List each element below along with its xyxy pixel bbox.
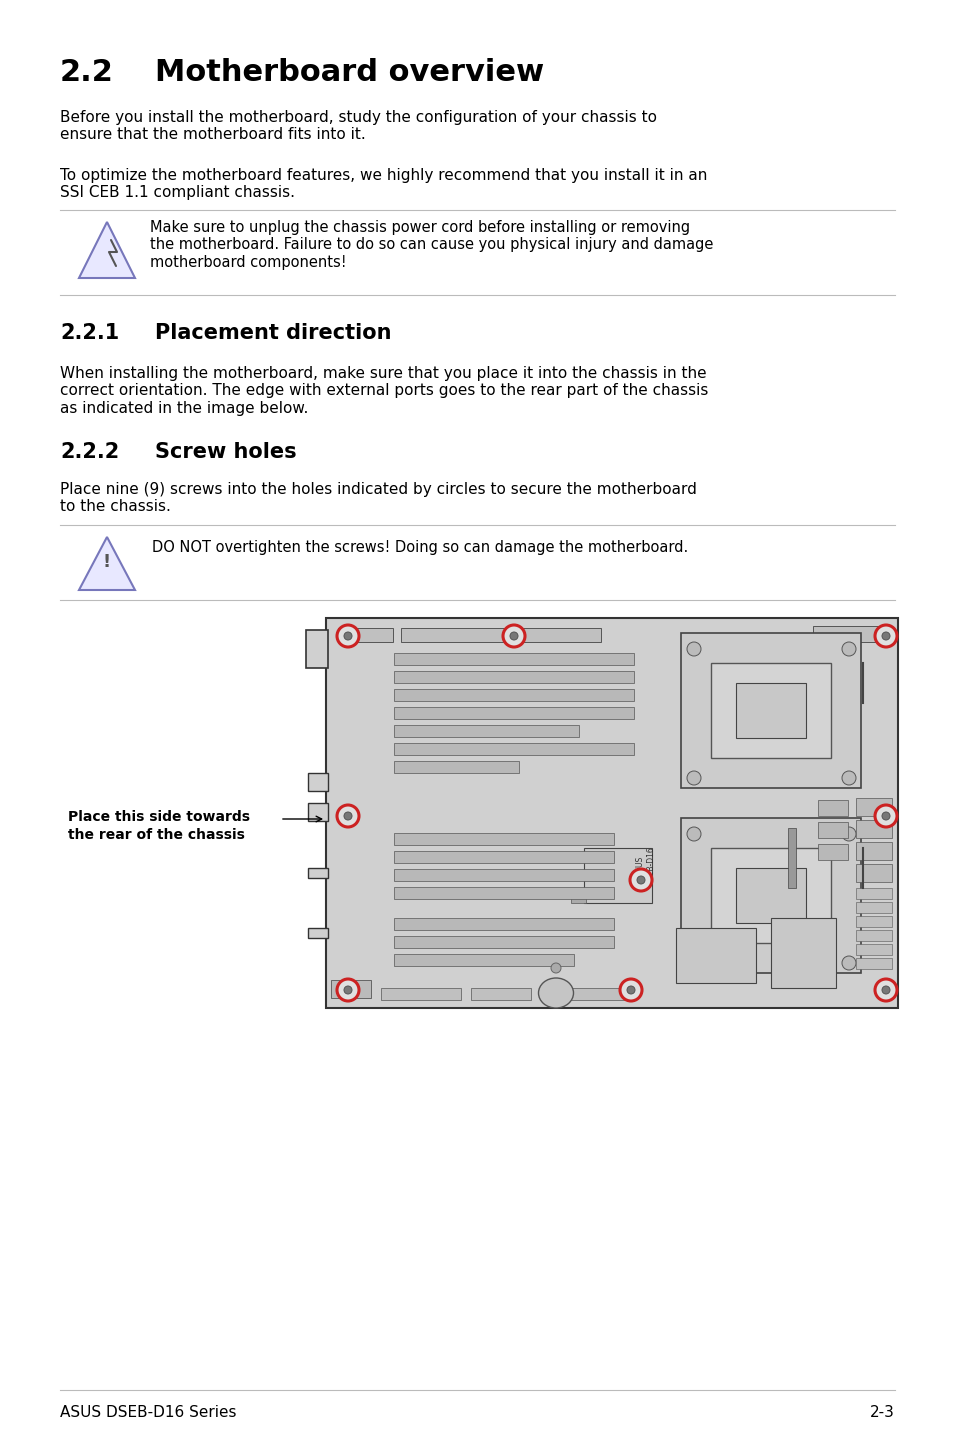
Bar <box>812 626 887 641</box>
Bar <box>337 628 393 641</box>
Circle shape <box>882 986 889 994</box>
Bar <box>855 943 891 955</box>
Bar <box>855 864 891 881</box>
Text: Place nine (9) screws into the holes indicated by circles to secure the motherbo: Place nine (9) screws into the holes ind… <box>60 482 696 515</box>
Bar <box>394 851 614 863</box>
Bar <box>817 823 847 838</box>
Bar <box>676 928 755 984</box>
Text: ASUS
DSEB-D16: ASUS DSEB-D16 <box>636 847 655 886</box>
Circle shape <box>551 963 560 974</box>
Text: Make sure to unplug the chassis power cord before installing or removing
the mot: Make sure to unplug the chassis power co… <box>150 220 713 270</box>
Circle shape <box>344 812 352 820</box>
Text: Screw holes: Screw holes <box>154 441 296 462</box>
Circle shape <box>882 812 889 820</box>
Bar <box>471 988 531 999</box>
Bar <box>308 774 328 791</box>
Circle shape <box>686 956 700 971</box>
Circle shape <box>502 626 524 647</box>
Circle shape <box>336 626 358 647</box>
Circle shape <box>874 979 896 1001</box>
Text: !: ! <box>103 554 111 571</box>
Bar <box>394 936 614 948</box>
Bar <box>394 707 634 719</box>
Bar <box>394 653 634 664</box>
Bar <box>394 689 634 700</box>
Circle shape <box>510 631 517 640</box>
Circle shape <box>344 631 352 640</box>
Text: 2.2: 2.2 <box>60 58 113 88</box>
Circle shape <box>637 876 644 884</box>
Circle shape <box>841 641 855 656</box>
Bar <box>855 916 891 928</box>
Circle shape <box>344 986 352 994</box>
Bar <box>326 618 897 1008</box>
Bar <box>400 628 600 641</box>
Bar <box>787 828 795 889</box>
Circle shape <box>686 827 700 841</box>
Bar <box>855 930 891 940</box>
Text: 2.2.2: 2.2.2 <box>60 441 119 462</box>
Bar <box>540 988 630 999</box>
Bar <box>855 958 891 969</box>
Bar <box>855 902 891 913</box>
Text: When installing the motherboard, make sure that you place it into the chassis in: When installing the motherboard, make su… <box>60 367 708 416</box>
Bar <box>855 820 891 838</box>
Bar <box>308 869 328 879</box>
Bar <box>735 683 805 738</box>
Bar <box>817 844 847 860</box>
Circle shape <box>629 869 651 892</box>
Bar <box>308 928 328 938</box>
Circle shape <box>882 631 889 640</box>
Polygon shape <box>79 221 135 278</box>
Bar <box>394 833 614 846</box>
Circle shape <box>874 805 896 827</box>
Bar <box>855 798 891 815</box>
Bar <box>380 988 460 999</box>
Bar <box>680 633 861 788</box>
Circle shape <box>686 641 700 656</box>
Circle shape <box>686 771 700 785</box>
Text: Before you install the motherboard, study the configuration of your chassis to
e: Before you install the motherboard, stud… <box>60 109 657 142</box>
Text: DO NOT overtighten the screws! Doing so can damage the motherboard.: DO NOT overtighten the screws! Doing so … <box>152 541 687 555</box>
Bar <box>680 818 861 974</box>
Bar <box>394 869 614 881</box>
Text: Place this side towards: Place this side towards <box>68 810 250 824</box>
Bar <box>571 893 585 903</box>
Bar <box>308 802 328 821</box>
Text: Placement direction: Placement direction <box>154 324 391 344</box>
Bar <box>394 743 634 755</box>
Text: 2.2.1: 2.2.1 <box>60 324 119 344</box>
Ellipse shape <box>537 978 573 1008</box>
Text: the rear of the chassis: the rear of the chassis <box>68 828 245 843</box>
Bar <box>306 630 328 669</box>
Bar <box>710 663 830 758</box>
Text: Motherboard overview: Motherboard overview <box>154 58 543 88</box>
Bar <box>583 848 651 903</box>
Circle shape <box>619 979 641 1001</box>
Bar <box>394 887 614 899</box>
Bar <box>394 672 634 683</box>
Bar <box>394 917 614 930</box>
Text: 2-3: 2-3 <box>869 1405 894 1419</box>
Bar <box>710 848 830 943</box>
Circle shape <box>841 771 855 785</box>
Bar <box>817 800 847 815</box>
Bar <box>394 761 518 774</box>
Bar <box>735 869 805 923</box>
Bar <box>394 953 574 966</box>
Bar <box>855 889 891 899</box>
Circle shape <box>841 956 855 971</box>
Circle shape <box>626 986 635 994</box>
Circle shape <box>336 805 358 827</box>
Bar <box>394 725 578 738</box>
Bar <box>770 917 835 988</box>
Circle shape <box>841 827 855 841</box>
Text: To optimize the motherboard features, we highly recommend that you install it in: To optimize the motherboard features, we… <box>60 168 706 200</box>
Circle shape <box>874 626 896 647</box>
Text: ASUS DSEB-D16 Series: ASUS DSEB-D16 Series <box>60 1405 236 1419</box>
Bar <box>855 843 891 860</box>
Bar <box>331 981 371 998</box>
Polygon shape <box>79 536 135 590</box>
Circle shape <box>336 979 358 1001</box>
